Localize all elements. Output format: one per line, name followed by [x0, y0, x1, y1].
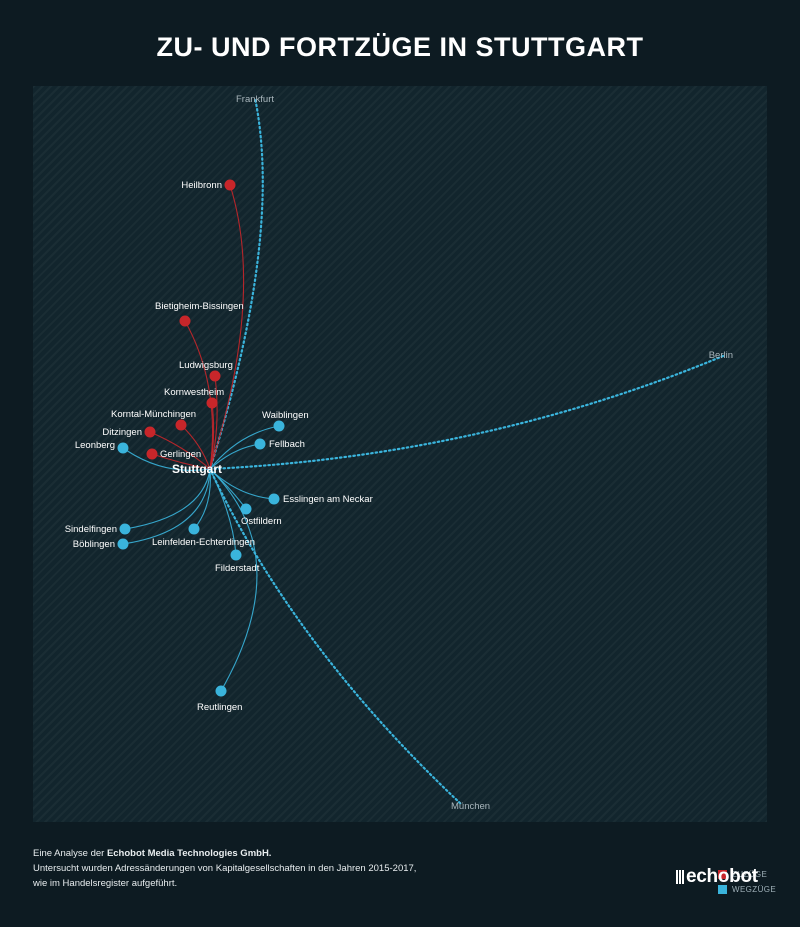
flow-line-heilbronn [209, 184, 245, 470]
city-label-leonberg: Leonberg [75, 440, 115, 451]
echobot-logo: echobot [676, 866, 758, 888]
footer-intro: Eine Analyse der [33, 848, 107, 859]
flow-line-sindelfingen [124, 468, 211, 530]
flow-line-boeblingen [122, 468, 211, 545]
flow-line-waiblingen [209, 425, 280, 470]
flow-line-bietigheim-bissingen [184, 320, 214, 470]
city-label-berlin: Berlin [709, 350, 733, 361]
zuzug-node-gerlingen [146, 448, 158, 460]
legend-swatch-wegzuege [718, 884, 727, 894]
zuzug-node-kornwestheim [206, 397, 218, 409]
city-label-sindelfingen: Sindelfingen [65, 524, 117, 535]
city-label-fellbach: Fellbach [269, 439, 305, 450]
wegzug-node-reutlingen [215, 685, 227, 697]
zuzug-node-ditzingen [144, 426, 156, 438]
wegzug-node-sindelfingen [119, 523, 131, 535]
hub-label: Stuttgart [172, 462, 222, 476]
page-title: ZU- UND FORTZÜGE IN STUTTGART [156, 32, 644, 62]
flow-line-filderstadt [209, 468, 237, 556]
city-label-esslingen-am-neckar: Esslingen am Neckar [283, 494, 373, 505]
city-label-gerlingen: Gerlingen [160, 449, 201, 460]
city-label-muenchen: München [451, 801, 490, 812]
zuzug-node-ludwigsburg [209, 370, 221, 382]
footer-note: Eine Analyse der Echobot Media Technolog… [33, 846, 416, 891]
zuzug-node-heilbronn [224, 179, 236, 191]
logo-bars-icon [676, 870, 684, 884]
flow-line-muenchen [208, 467, 463, 806]
wegzug-node-leonberg [117, 442, 129, 454]
city-label-waiblingen: Waiblingen [262, 410, 309, 421]
wegzug-node-boeblingen [117, 538, 129, 550]
city-label-ditzingen: Ditzingen [102, 427, 142, 438]
logo-text: echobot [686, 866, 758, 887]
zuzug-node-bietigheim-bissingen [179, 315, 191, 327]
wegzug-node-waiblingen [273, 420, 285, 432]
flow-map-svg: Frankfurt Berlin München Heilbronn Bietighei… [65, 94, 733, 812]
wegzug-node-fellbach [254, 438, 266, 450]
flow-line-leinfelden-echterdingen [193, 468, 211, 530]
city-label-reutlingen: Reutlingen [197, 702, 242, 713]
wegzug-node-esslingen-am-neckar [268, 493, 280, 505]
city-label-leinfelden-echterdingen: Leinfelden-Echterdingen [152, 537, 255, 548]
flow-line-ditzingen [149, 431, 211, 470]
legend-item-zuzuege: ZUZÜGE [718, 868, 767, 880]
city-label-filderstadt: Filderstadt [215, 563, 260, 574]
city-label-bietigheim-bissingen: Bietigheim-Bissingen [155, 301, 244, 312]
zuzug-node-korntal-muenchingen [175, 419, 187, 431]
legend: ZUZÜGE WEGZÜGE [709, 862, 793, 900]
city-label-boeblingen: Böblingen [73, 539, 115, 550]
legend-label-zuzuege: ZUZÜGE [732, 869, 768, 879]
city-label-korntal-muenchingen: Korntal-Münchingen [111, 409, 196, 420]
flow-line-ludwigsburg [209, 375, 218, 470]
city-label-heilbronn: Heilbronn [181, 180, 222, 191]
legend-swatch-zuzuege [718, 869, 727, 879]
city-label-frankfurt: Frankfurt [236, 94, 274, 105]
legend-label-wegzuege: WEGZÜGE [732, 884, 777, 894]
wegzug-node-ostfildern [240, 503, 252, 515]
legend-item-wegzuege: WEGZÜGE [718, 883, 776, 895]
flow-line-frankfurt [208, 96, 264, 471]
wegzug-node-filderstadt [230, 549, 242, 561]
footer-company: Echobot Media Technologies GmbH. [106, 848, 272, 859]
flow-line-leonberg [122, 447, 211, 471]
city-label-kornwestheim: Kornwestheim [164, 387, 224, 398]
city-label-ostfildern: Ostfildern [241, 516, 282, 527]
footer-line-2: Untersucht wurden Adressänderungen von K… [33, 863, 417, 874]
footer-line-1: Eine Analyse der Echobot Media Technolog… [33, 846, 416, 861]
flow-map: Frankfurt Berlin München Heilbronn Bietighei… [33, 86, 793, 900]
wegzug-node-leinfelden-echterdingen [188, 523, 200, 535]
city-label-ludwigsburg: Ludwigsburg [179, 360, 233, 371]
footer-line-3: wie im Handelsregister aufgeführt. [33, 878, 178, 889]
flow-line-reutlingen [209, 468, 258, 692]
flow-line-berlin [208, 354, 725, 471]
flow-line-kornwestheim [209, 402, 215, 470]
